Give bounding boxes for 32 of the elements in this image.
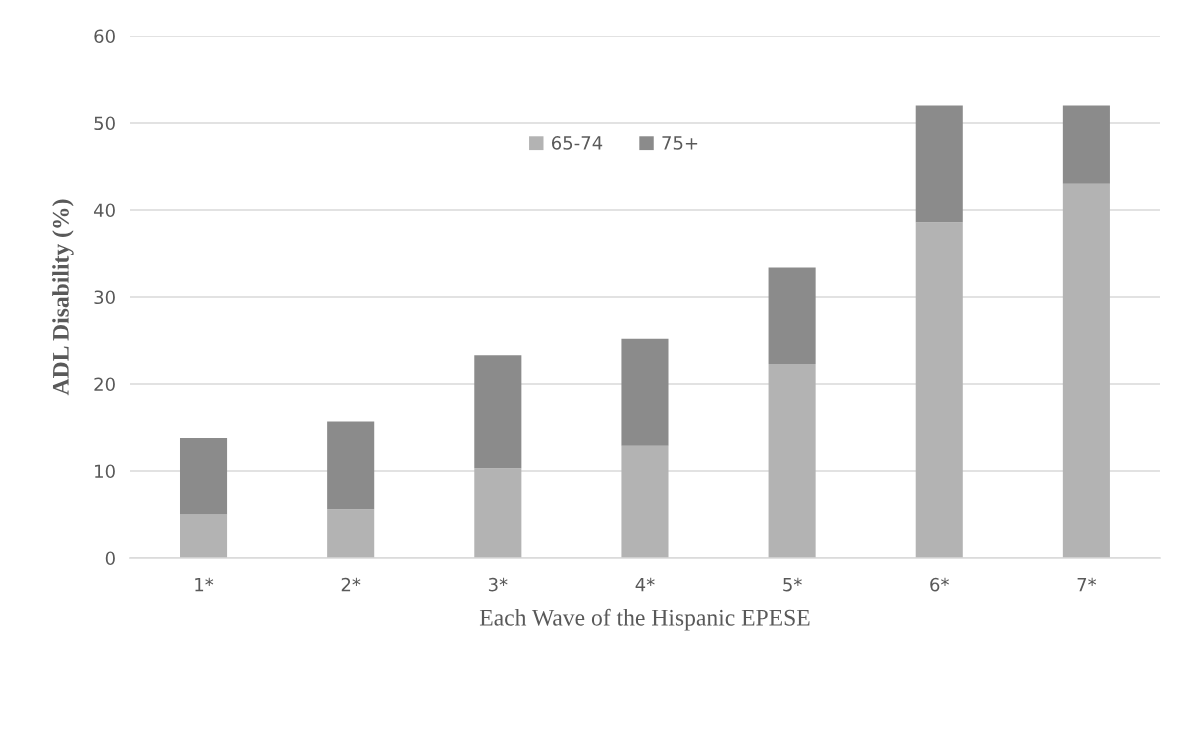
- bar: [1062, 183, 1110, 558]
- y-tick-label: 20: [94, 377, 115, 392]
- bar: [474, 355, 522, 469]
- bar: [180, 514, 228, 558]
- y-axis-title: ADL Disability (%): [52, 199, 74, 396]
- x-tick-label: 2*: [341, 577, 361, 592]
- x-tick-label: 1*: [195, 577, 214, 592]
- legend-label: 65-74: [551, 136, 603, 150]
- bar: [915, 105, 963, 223]
- bar: [768, 363, 816, 558]
- bar: [1062, 105, 1110, 184]
- x-tick-label: 4*: [635, 577, 655, 592]
- bar: [621, 445, 669, 558]
- x-tick-label: 7*: [1077, 577, 1097, 592]
- bar: [768, 267, 816, 364]
- bar: [180, 437, 228, 515]
- y-tick-label: 40: [93, 203, 115, 218]
- y-tick-label: 0: [105, 551, 115, 566]
- y-tick-label: 50: [94, 116, 115, 131]
- bar: [915, 222, 963, 558]
- x-tick-label: 5*: [783, 577, 802, 592]
- bar: [474, 468, 522, 558]
- bar: [327, 421, 375, 510]
- x-tick-label: 3*: [488, 577, 508, 592]
- bar: [327, 509, 375, 558]
- y-tick-label: 60: [94, 29, 115, 44]
- bar: [621, 338, 669, 446]
- y-tick-label: 30: [94, 290, 115, 305]
- x-axis-title: Each Wave of the Hispanic EPESE: [479, 608, 810, 631]
- y-tick-label: 10: [95, 464, 115, 479]
- x-tick-label: 6*: [930, 577, 949, 592]
- legend-label: 75+: [662, 136, 698, 150]
